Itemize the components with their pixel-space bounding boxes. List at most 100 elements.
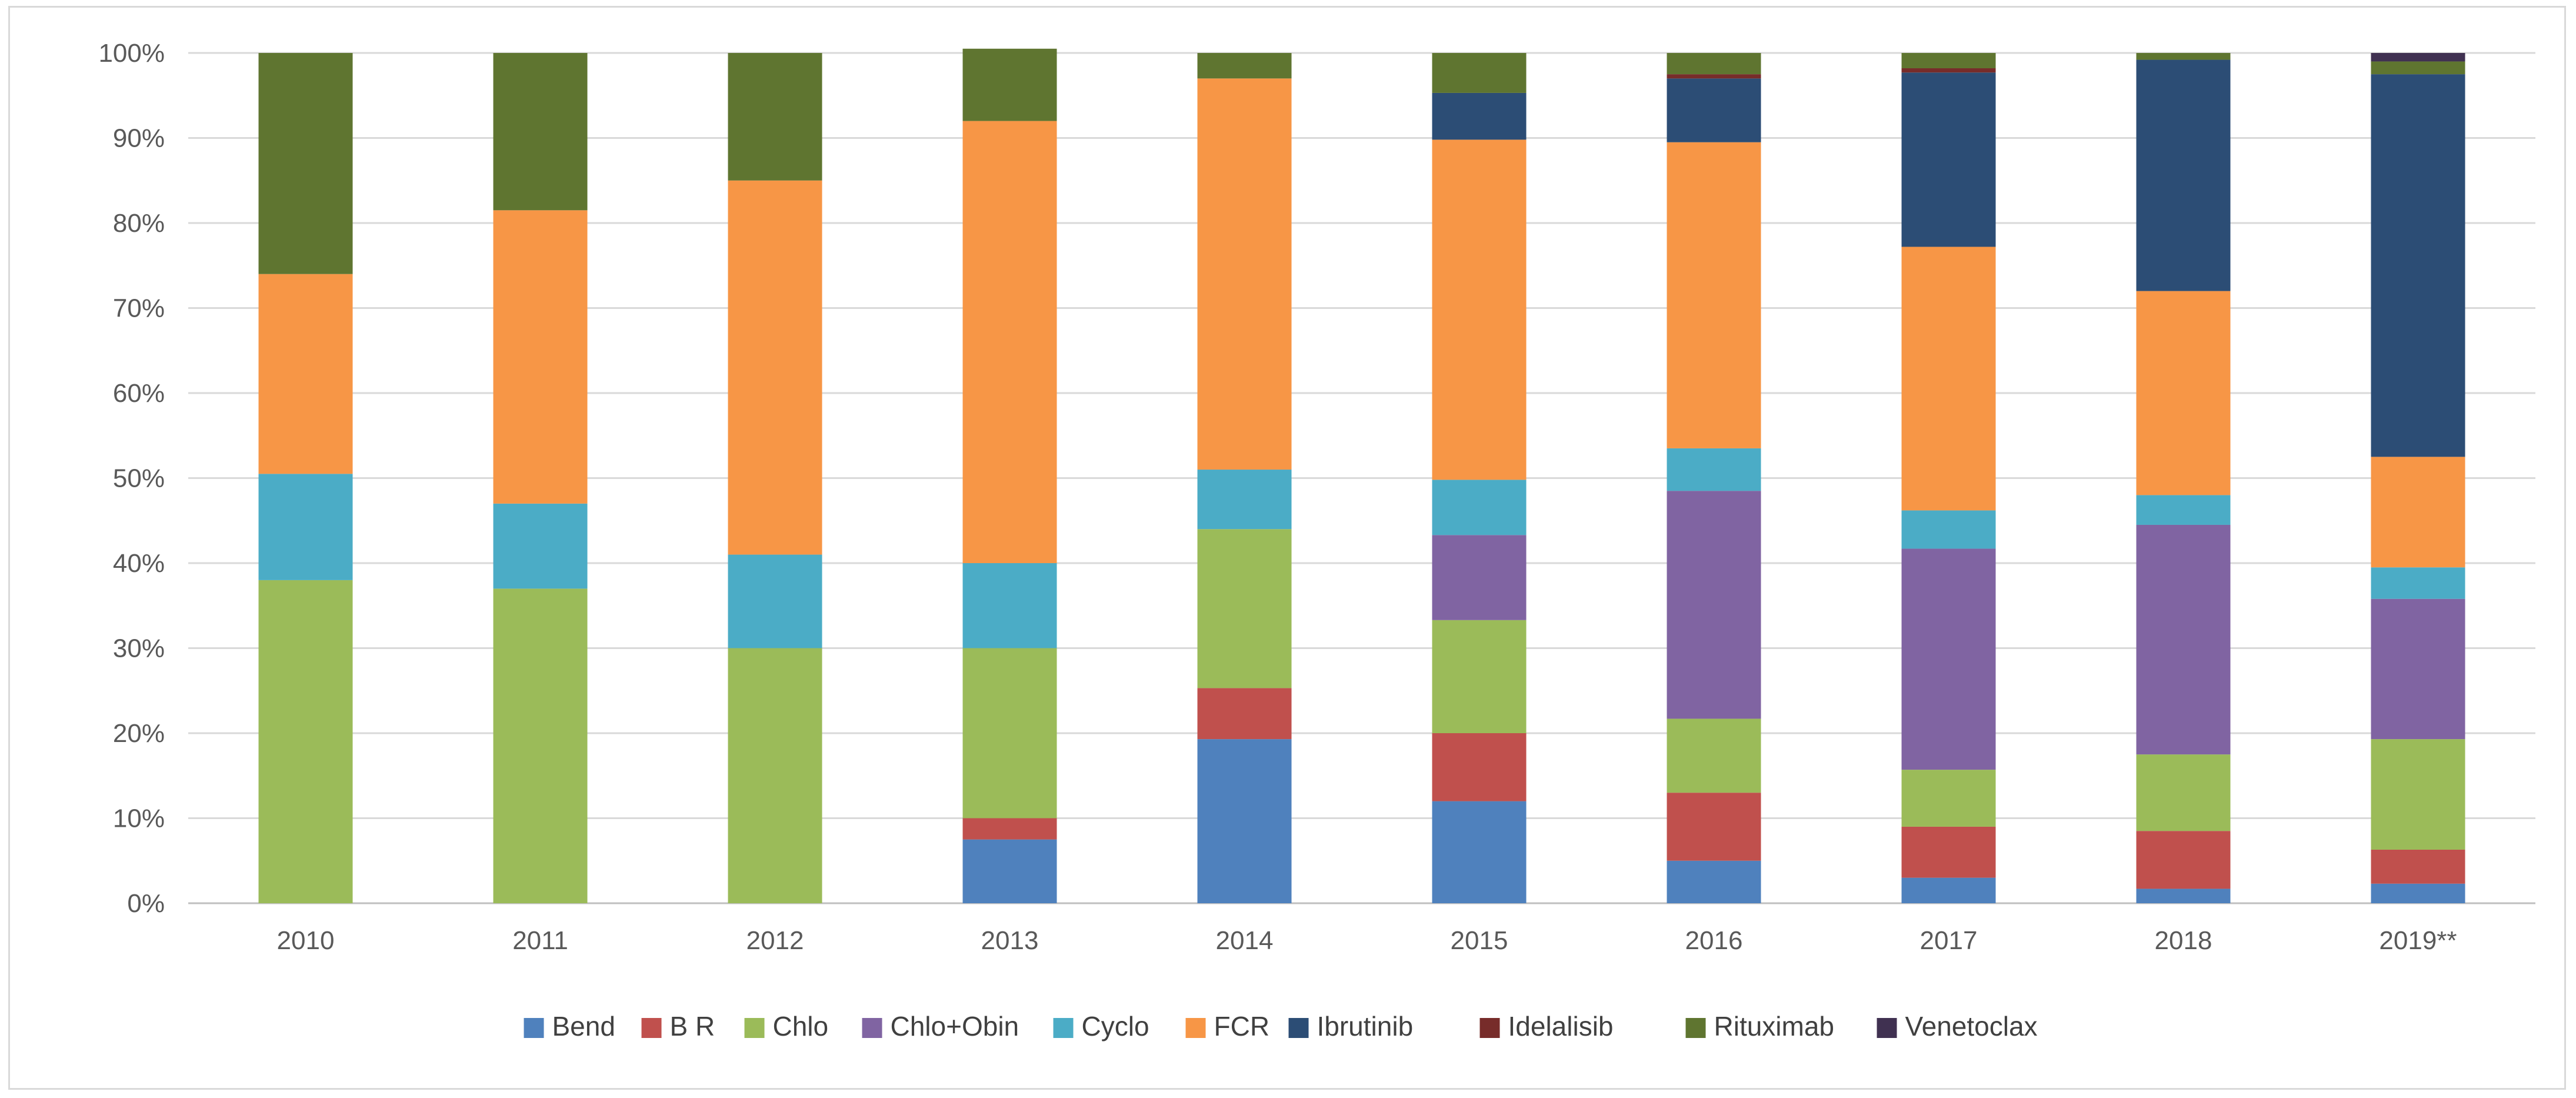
bars (258, 48, 2465, 903)
bar-segment-chlo-2012 (728, 648, 822, 903)
legend-swatch (641, 1018, 662, 1038)
bar-segment-rituximab-2012 (728, 53, 822, 181)
y-tick-label: 70% (113, 294, 165, 323)
bar-segment-bend-2019 (2371, 883, 2465, 903)
x-tick-label: 2019** (2379, 926, 2457, 955)
bar-segment-fcr-2017 (1901, 247, 1996, 511)
bar-segment-cyclo-2015 (1432, 480, 1527, 535)
bar-segment-ibrutinib-2015 (1432, 92, 1527, 140)
y-tick-label: 100% (98, 39, 165, 68)
bar-segment-chlo-2015 (1432, 620, 1527, 733)
bar-segment-cyclo-2018 (2136, 495, 2231, 525)
bar-segment-b-r-2017 (1901, 826, 1996, 878)
bar-segment-chlo-2010 (258, 580, 353, 903)
bar-segment-rituximab-2016 (1667, 53, 1761, 75)
bar-segment-chlo-obin-2015 (1432, 535, 1527, 620)
legend-label: FCR (1214, 1011, 1270, 1042)
x-tick-label: 2016 (1685, 926, 1743, 955)
bar-segment-chlo-obin-2017 (1901, 548, 1996, 770)
legend-label: Rituximab (1714, 1011, 1835, 1042)
legend-item-chlo: Chlo (744, 1011, 829, 1042)
y-axis: 0% 10% 20% 30% 40% 50% 60% 70% 80% 90% 100% (98, 39, 165, 918)
bar-segment-bend-2015 (1432, 801, 1527, 903)
bar-segment-fcr-2011 (493, 210, 588, 504)
legend-item-rituximab: Rituximab (1685, 1011, 1835, 1042)
bar-segment-chlo-2016 (1667, 718, 1761, 793)
bar-segment-bend-2013 (962, 839, 1057, 903)
bar-segment-ibrutinib-2017 (1901, 72, 1996, 247)
bar-segment-cyclo-2011 (493, 503, 588, 589)
bar-segment-fcr-2012 (728, 180, 822, 555)
bar-segment-rituximab-2019 (2371, 61, 2465, 75)
bar-segment-rituximab-2014 (1197, 53, 1292, 79)
bar-segment-fcr-2014 (1197, 78, 1292, 470)
legend-swatch (1877, 1018, 1897, 1038)
bar-segment-cyclo-2017 (1901, 510, 1996, 549)
legend-swatch (1685, 1018, 1706, 1038)
bar-segment-fcr-2013 (962, 121, 1057, 564)
y-tick-label: 60% (113, 379, 165, 408)
x-axis: 2010 2011 2012 2013 2014 2015 2016 2017 2018 2019… (277, 926, 2457, 955)
bar-segment-chlo-obin-2018 (2136, 524, 2231, 755)
legend-item-bend: Bend (524, 1011, 615, 1042)
bar-segment-fcr-2010 (258, 274, 353, 474)
legend-label: Chlo+Obin (891, 1011, 1019, 1042)
bar-segment-ibrutinib-2018 (2136, 59, 2231, 291)
y-tick-label: 90% (113, 124, 165, 153)
legend-swatch (524, 1018, 544, 1038)
bar-segment-fcr-2018 (2136, 291, 2231, 495)
bar-segment-rituximab-2015 (1432, 53, 1527, 93)
legend-label: Cyclo (1082, 1011, 1149, 1042)
bar-segment-cyclo-2019 (2371, 567, 2465, 599)
bar-segment-rituximab-2011 (493, 53, 588, 211)
legend-item-venetoclax: Venetoclax (1877, 1011, 2038, 1042)
y-tick-label: 0% (127, 889, 165, 918)
legend-label: Ibrutinib (1317, 1011, 1414, 1042)
bar-segment-chlo-2018 (2136, 754, 2231, 831)
legend-swatch (1185, 1018, 1206, 1038)
bar-segment-chlo-2017 (1901, 770, 1996, 827)
x-tick-label: 2018 (2155, 926, 2212, 955)
bar-segment-chlo-2013 (962, 648, 1057, 818)
bar-segment-ibrutinib-2016 (1667, 78, 1761, 142)
legend-swatch (862, 1018, 882, 1038)
legend-label: Chlo (773, 1011, 829, 1042)
bar-segment-b-r-2019 (2371, 849, 2465, 884)
x-tick-label: 2017 (1920, 926, 1978, 955)
bar-segment-b-r-2015 (1432, 733, 1527, 801)
legend-item-ibrutinib: Ibrutinib (1288, 1011, 1414, 1042)
bar-segment-rituximab-2018 (2136, 53, 2231, 60)
x-tick-label: 2014 (1216, 926, 1274, 955)
legend-swatch (1479, 1018, 1500, 1038)
bar-segment-bend-2017 (1901, 877, 1996, 903)
legend-label: Idelalisib (1508, 1011, 1614, 1042)
bar-segment-bend-2014 (1197, 739, 1292, 903)
legend-label: Venetoclax (1905, 1011, 2038, 1042)
legend-item-chlo-obin: Chlo+Obin (862, 1011, 1019, 1042)
legend-swatch (744, 1018, 765, 1038)
legend: Bend B R Chlo Chlo+Obin Cyclo FCR Ibrutinib Ide… (524, 1011, 2038, 1042)
bar-segment-rituximab-2013 (962, 48, 1057, 121)
legend-item-fcr: FCR (1185, 1011, 1270, 1042)
bar-segment-cyclo-2014 (1197, 470, 1292, 530)
y-tick-label: 30% (113, 634, 165, 663)
bar-segment-b-r-2016 (1667, 793, 1761, 861)
legend-swatch (1288, 1018, 1309, 1038)
bar-segment-b-r-2013 (962, 818, 1057, 840)
y-tick-label: 80% (113, 209, 165, 238)
bar-segment-bend-2016 (1667, 860, 1761, 903)
bar-segment-chlo-obin-2019 (2371, 598, 2465, 740)
x-tick-label: 2010 (277, 926, 335, 955)
bar-segment-fcr-2016 (1667, 142, 1761, 448)
bar-segment-chlo-obin-2016 (1667, 491, 1761, 719)
legend-label: Bend (552, 1011, 615, 1042)
y-tick-label: 50% (113, 464, 165, 493)
bar-segment-b-r-2018 (2136, 831, 2231, 889)
bar-segment-chlo-2019 (2371, 739, 2465, 850)
bar-segment-cyclo-2012 (728, 554, 822, 648)
bar-segment-chlo-2011 (493, 588, 588, 903)
bar-segment-idelalisib-2017 (1901, 68, 1996, 73)
bar-segment-fcr-2015 (1432, 139, 1527, 480)
bar-segment-fcr-2019 (2371, 457, 2465, 568)
